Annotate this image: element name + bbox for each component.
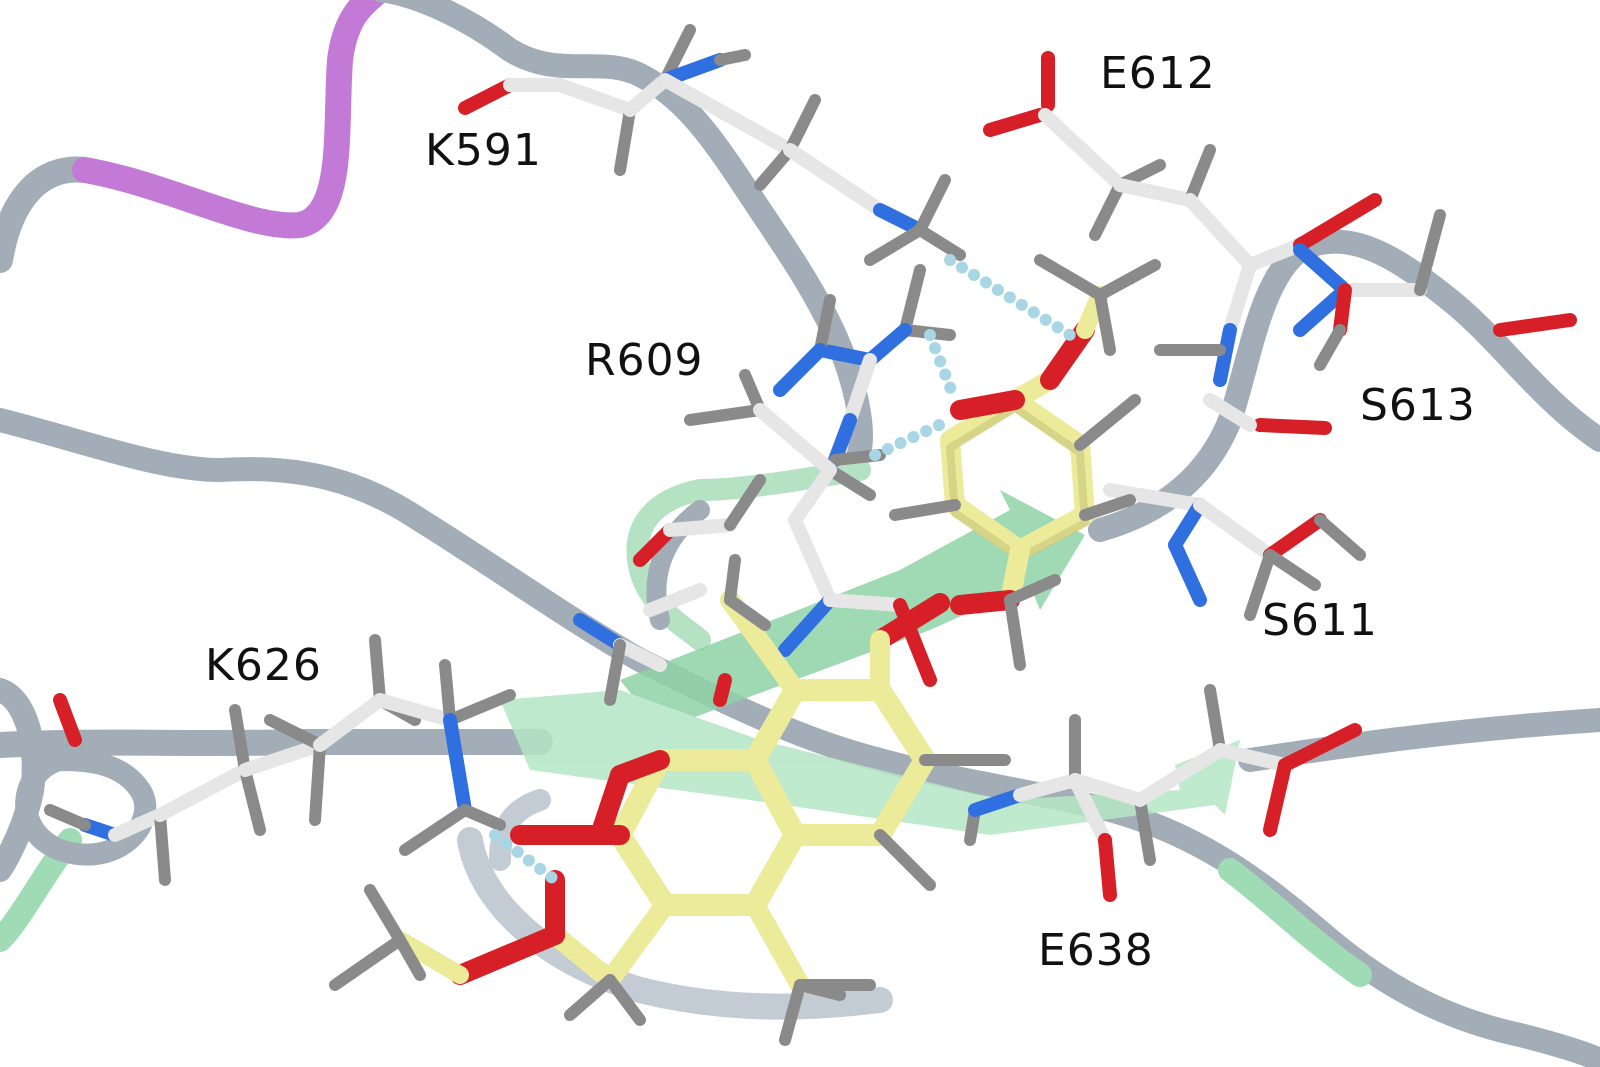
label-e612: E612 (1100, 48, 1216, 99)
backbone-bottom-curl-start (489, 789, 551, 871)
residue-e638 (964, 684, 1362, 902)
label-s613: S613 (1360, 380, 1476, 431)
ligand (329, 254, 1161, 1046)
backbone-diagonal (0, 408, 1600, 1067)
beta-arrow-upper (620, 490, 1085, 730)
backbone-green-segment (1218, 858, 1372, 987)
residue-k591 (458, 24, 966, 266)
label-s611: S611 (1262, 595, 1378, 646)
backbone-coil-ring (15, 749, 157, 866)
label-k591: K591 (425, 125, 542, 176)
residue-k626 (44, 634, 516, 886)
hydrogen-bonds (489, 254, 1076, 886)
hbond-r609-ligand-1 (924, 329, 961, 406)
backbone-top (373, 0, 873, 482)
label-e638: E638 (1038, 925, 1154, 976)
backbone-lower-right (1238, 708, 1600, 772)
backbone-bottom-curl (457, 827, 893, 1020)
hbond-r609-ligand-2 (869, 414, 956, 461)
residue-s611 (1103, 483, 1366, 621)
residue-e612 (983, 51, 1382, 387)
label-r609: R609 (585, 335, 704, 386)
backbone-lower-left (0, 728, 553, 758)
hbond-k591-ligand (944, 254, 1076, 341)
residue-labels: K591 E612 R609 S613 S611 K626 E638 (205, 48, 1476, 976)
residue-sticks (44, 24, 1577, 902)
residue-center-misc (573, 474, 766, 707)
backbone-loop-magenta (72, 0, 389, 239)
hbond-k626-ligand (489, 829, 561, 886)
beta-sheet (500, 490, 1240, 835)
backbone-loop-topleft (0, 156, 98, 273)
residue-s613 (1203, 209, 1577, 435)
label-k626: K626 (205, 640, 322, 691)
residue-r609 (684, 264, 956, 687)
beta-arrow-lower (500, 690, 1240, 835)
